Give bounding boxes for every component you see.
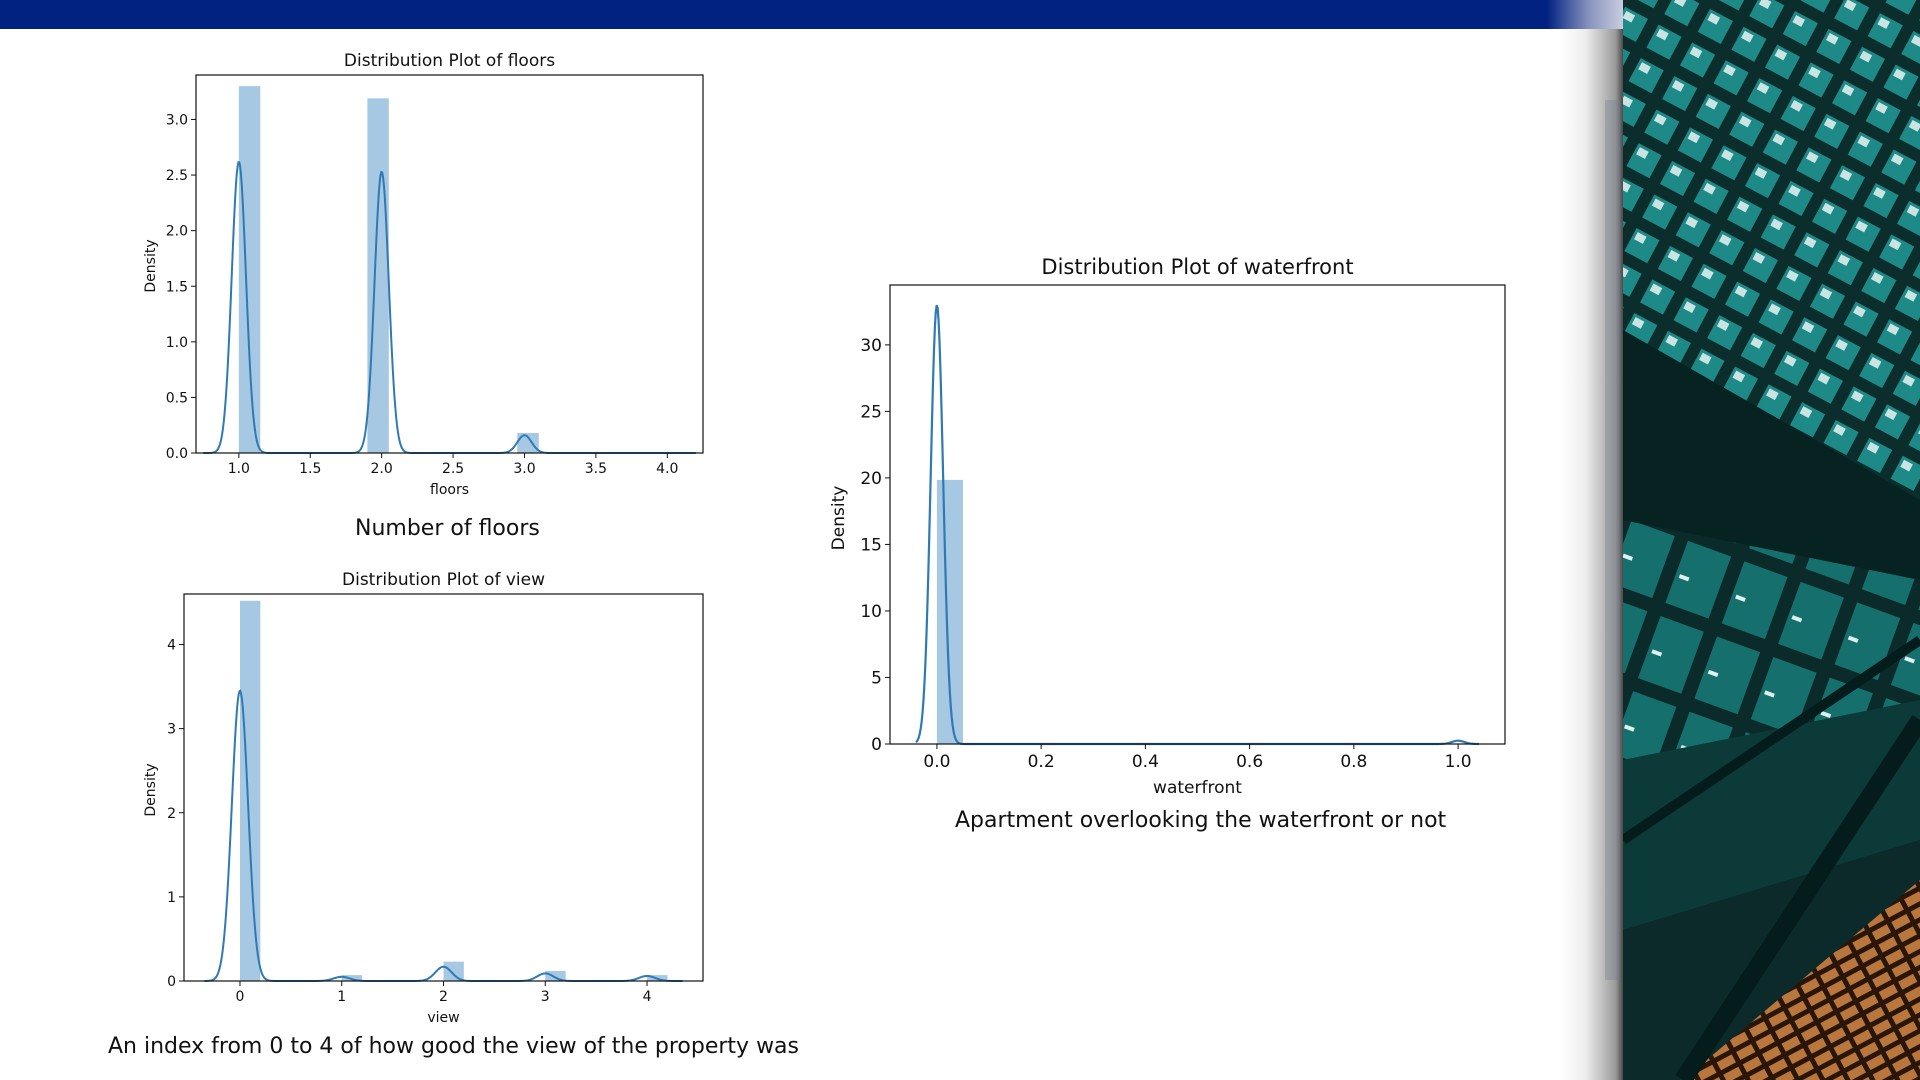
y-tick-label: 0.5	[166, 390, 188, 406]
y-tick-label: 10	[860, 602, 882, 622]
y-tick-label: 15	[860, 536, 882, 556]
bar	[239, 600, 261, 981]
x-tick-label: 1.5	[299, 461, 321, 477]
y-tick-label: 25	[860, 403, 882, 423]
y-tick-label: 2.0	[166, 224, 188, 240]
y-tick-label: 1	[167, 890, 176, 906]
y-tick-label: 2.5	[166, 168, 188, 184]
x-tick-label: 0.6	[1236, 752, 1263, 772]
chart-title: Distribution Plot of view	[342, 570, 545, 590]
view-caption: An index from 0 to 4 of how good the vie…	[108, 1034, 800, 1059]
bar	[238, 86, 261, 453]
y-axis-label: Density	[143, 239, 159, 292]
waterfront-caption: Apartment overlooking the waterfront or …	[955, 808, 1447, 833]
chart-title: Distribution Plot of waterfront	[1041, 255, 1353, 279]
kde-line	[915, 304, 1479, 746]
header-bar-fade	[1547, 0, 1623, 29]
x-tick-label: 0.0	[923, 752, 950, 772]
x-tick-label: 1.0	[228, 461, 250, 477]
scrollbar[interactable]	[1605, 100, 1620, 980]
chart-title: Distribution Plot of floors	[344, 51, 555, 71]
y-tick-label: 5	[871, 669, 882, 689]
x-axis-label: floors	[430, 482, 469, 498]
x-tick-label: 2.0	[371, 461, 393, 477]
floors-caption: Number of floors	[355, 516, 540, 541]
bar	[517, 432, 539, 453]
header-bar	[0, 0, 1547, 29]
x-tick-label: 4.0	[656, 461, 678, 477]
y-tick-label: 3	[167, 722, 176, 738]
y-tick-label: 0	[167, 974, 176, 990]
y-tick-label: 20	[860, 469, 882, 489]
x-tick-label: 2.5	[442, 461, 464, 477]
x-tick-label: 3	[541, 989, 550, 1005]
x-tick-label: 1.0	[1445, 752, 1472, 772]
x-tick-label: 2	[439, 989, 448, 1005]
x-tick-label: 0	[236, 989, 245, 1005]
waterfront-distribution-chart: Distribution Plot of waterfront Density …	[829, 255, 1506, 798]
x-axis-label: waterfront	[1153, 778, 1242, 798]
bar	[443, 961, 464, 981]
x-tick-label: 3.0	[513, 461, 535, 477]
y-tick-label: 3.0	[166, 113, 188, 129]
y-tick-label: 2	[167, 806, 176, 822]
x-tick-label: 1	[337, 989, 346, 1005]
y-tick-label: 0.0	[166, 446, 188, 462]
x-tick-label: 3.5	[585, 461, 607, 477]
x-tick-label: 0.8	[1340, 752, 1367, 772]
y-axis-label: Density	[829, 486, 849, 551]
x-tick-label: 0.2	[1028, 752, 1055, 772]
y-tick-label: 4	[167, 638, 176, 654]
page-edge-shadow	[1560, 29, 1623, 1080]
view-distribution-chart: Distribution Plot of view Density view 0…	[143, 570, 704, 1026]
floors-distribution-chart: Distribution Plot of floors Density floo…	[143, 51, 704, 498]
x-tick-label: 4	[643, 989, 652, 1005]
y-tick-label: 1.0	[166, 335, 188, 351]
plot-frame	[889, 284, 1506, 745]
y-axis-label: Density	[143, 763, 159, 816]
x-tick-label: 0.4	[1132, 752, 1159, 772]
y-tick-label: 1.5	[166, 279, 188, 295]
x-axis-label: view	[427, 1010, 459, 1026]
bar	[545, 970, 566, 981]
y-tick-label: 30	[860, 336, 882, 356]
plot-frame	[195, 74, 704, 454]
building-photo	[1623, 0, 1920, 1080]
y-tick-label: 0	[871, 735, 882, 755]
